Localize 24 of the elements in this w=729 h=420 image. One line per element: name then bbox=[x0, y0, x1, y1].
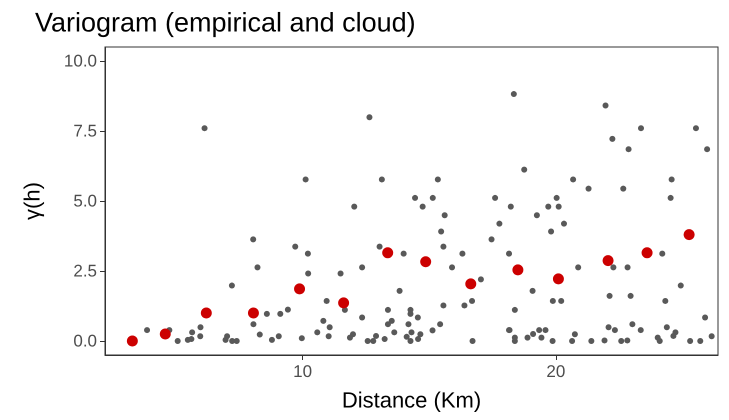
point bbox=[160, 328, 171, 340]
point bbox=[684, 229, 695, 240]
point bbox=[552, 273, 564, 284]
y-axis-title: γ(h) bbox=[20, 182, 44, 220]
point bbox=[200, 308, 212, 318]
point bbox=[465, 278, 476, 290]
x-axis-title: Distance (Km) bbox=[342, 388, 482, 412]
point bbox=[602, 255, 614, 266]
y-tick-label: 2.5 bbox=[73, 262, 97, 280]
point bbox=[512, 264, 524, 276]
point bbox=[382, 247, 394, 258]
y-tick-label: 5.0 bbox=[73, 192, 97, 210]
x-tick-label: 20 bbox=[546, 362, 566, 381]
point bbox=[420, 256, 432, 268]
point bbox=[126, 336, 138, 346]
y-tick-label: 7.5 bbox=[73, 122, 97, 140]
y-tick-label: 10.0 bbox=[64, 52, 97, 70]
point bbox=[642, 247, 653, 258]
point bbox=[338, 297, 350, 308]
y-tick-label: 0.0 bbox=[73, 332, 97, 350]
x-tick-label: 10 bbox=[293, 362, 312, 381]
chart-title: Variogram (empirical and cloud) bbox=[35, 8, 416, 38]
point bbox=[248, 308, 259, 318]
point bbox=[294, 283, 306, 294]
